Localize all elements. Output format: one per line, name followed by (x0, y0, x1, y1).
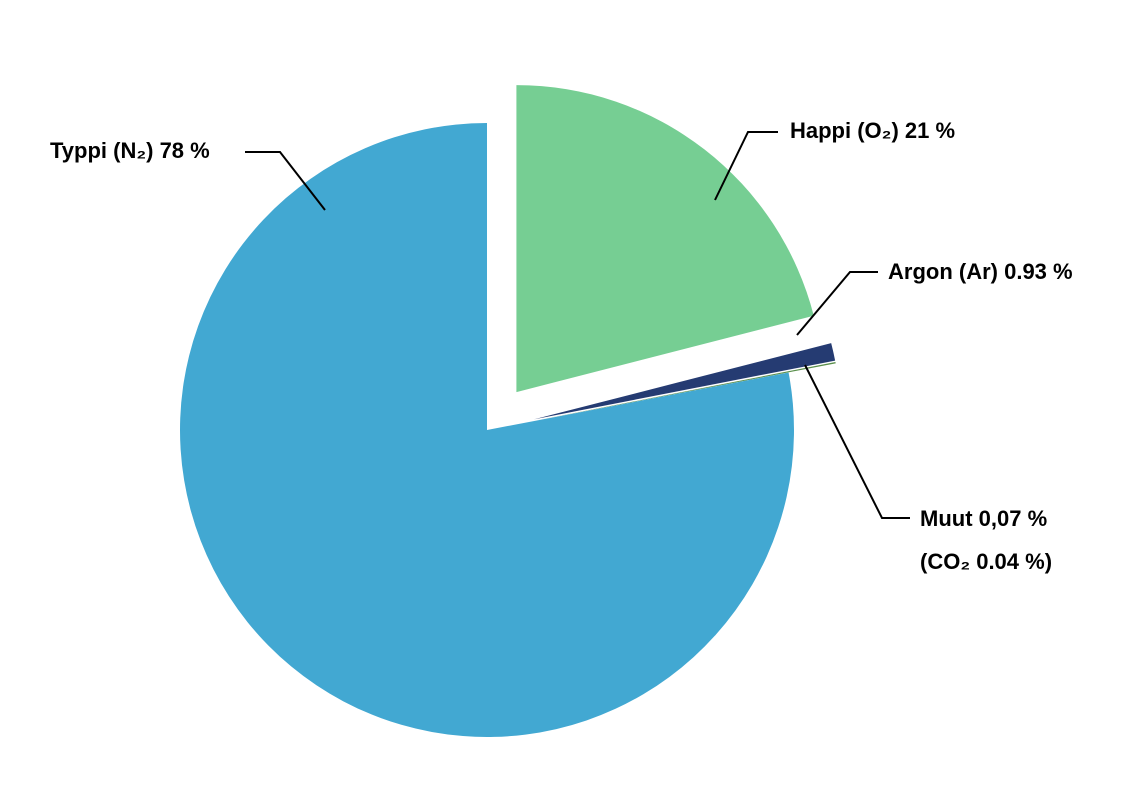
annotation: (CO₂ 0.04 %) (920, 549, 1052, 574)
pie-slice (534, 362, 836, 421)
slice-label: Argon (Ar) 0.93 % (888, 259, 1073, 284)
pie-slice (179, 123, 795, 737)
leader-line (245, 151, 326, 211)
slice-label: Muut 0,07 % (920, 506, 1047, 531)
slice-label: Typpi (N₂) 78 % (50, 138, 210, 163)
leader-line (804, 364, 910, 519)
pie-slice (533, 343, 836, 420)
leader-line (714, 131, 778, 201)
leader-line (796, 271, 878, 336)
pie-slice (516, 85, 814, 393)
slice-label: Happi (O₂) 21 % (790, 118, 955, 143)
